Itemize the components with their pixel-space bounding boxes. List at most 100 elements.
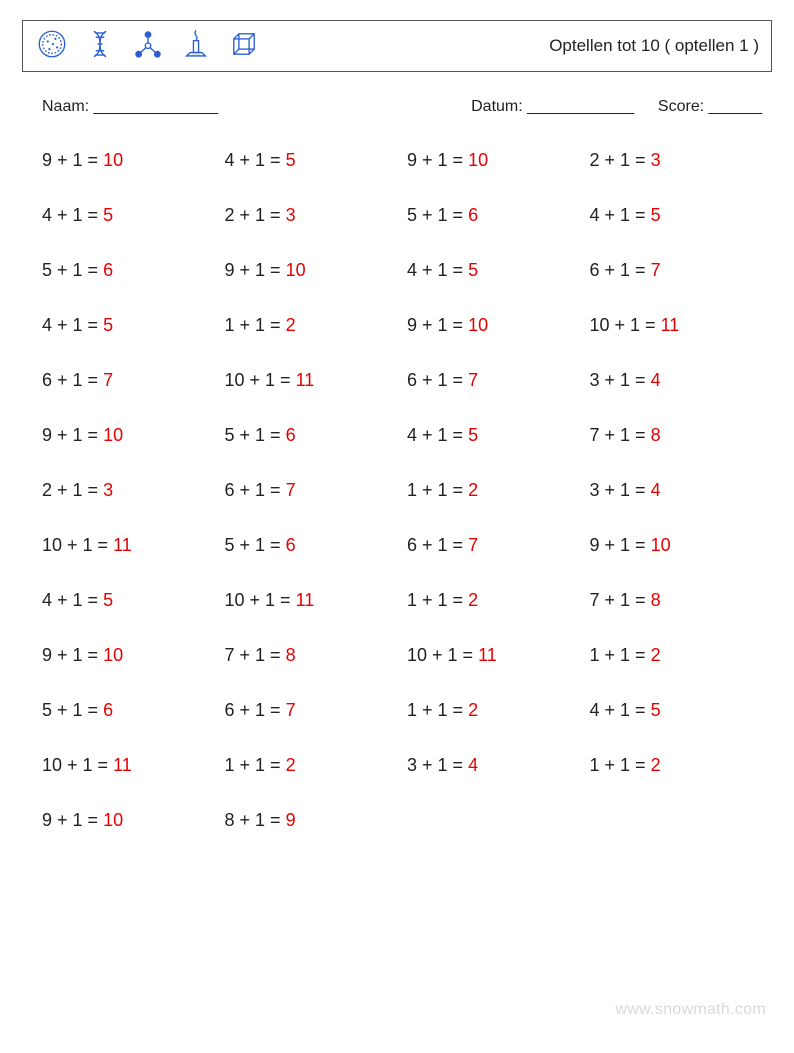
problem-expression: 5 + 1 = [42, 260, 103, 280]
problem-expression: 2 + 1 = [225, 205, 286, 225]
problem-answer: 5 [651, 205, 661, 225]
problem-answer: 3 [651, 150, 661, 170]
problem-answer: 5 [468, 425, 478, 445]
math-problem: 9 + 1 = 10 [42, 150, 215, 171]
problem-expression: 10 + 1 = [42, 535, 113, 555]
icon-strip [35, 27, 261, 66]
problem-expression: 1 + 1 = [225, 755, 286, 775]
problem-answer: 2 [286, 315, 296, 335]
problem-expression: 6 + 1 = [407, 535, 468, 555]
score-field-label: Score: ______ [658, 98, 762, 116]
problem-answer: 3 [286, 205, 296, 225]
math-problem: 3 + 1 = 4 [590, 480, 763, 501]
problem-expression: 5 + 1 = [225, 425, 286, 445]
math-problem: 5 + 1 = 6 [407, 205, 580, 226]
math-problem: 9 + 1 = 10 [407, 150, 580, 171]
math-problem: 9 + 1 = 10 [42, 425, 215, 446]
dna-helix-icon [83, 27, 117, 66]
problem-answer: 11 [113, 535, 132, 555]
math-problem: 10 + 1 = 11 [407, 645, 580, 666]
problem-answer: 2 [468, 590, 478, 610]
math-problem: 5 + 1 = 6 [225, 535, 398, 556]
problem-expression: 9 + 1 = [42, 645, 103, 665]
problem-expression: 7 + 1 = [225, 645, 286, 665]
problem-expression: 1 + 1 = [407, 590, 468, 610]
problem-expression: 1 + 1 = [590, 645, 651, 665]
math-problem: 10 + 1 = 11 [42, 755, 215, 776]
problem-answer: 11 [661, 315, 680, 335]
problem-expression: 4 + 1 = [407, 425, 468, 445]
problem-answer: 6 [103, 700, 113, 720]
problem-answer: 10 [468, 150, 488, 170]
problem-expression: 7 + 1 = [590, 425, 651, 445]
math-problem: 4 + 1 = 5 [42, 315, 215, 336]
problem-answer: 11 [478, 645, 497, 665]
math-problem: 5 + 1 = 6 [42, 700, 215, 721]
problem-answer: 8 [651, 590, 661, 610]
problem-expression: 9 + 1 = [42, 810, 103, 830]
problem-answer: 3 [103, 480, 113, 500]
math-problem: 1 + 1 = 2 [407, 590, 580, 611]
meta-line: Naam: ______________ Datum: ____________… [42, 98, 762, 116]
math-problem: 9 + 1 = 10 [225, 260, 398, 281]
math-problem: 1 + 1 = 2 [225, 315, 398, 336]
math-problem: 4 + 1 = 5 [42, 205, 215, 226]
problem-answer: 2 [286, 755, 296, 775]
math-problem: 4 + 1 = 5 [225, 150, 398, 171]
math-problem: 7 + 1 = 8 [225, 645, 398, 666]
problem-expression: 9 + 1 = [407, 150, 468, 170]
problem-expression: 6 + 1 = [225, 480, 286, 500]
problem-expression: 9 + 1 = [225, 260, 286, 280]
problem-expression: 4 + 1 = [42, 315, 103, 335]
problem-expression: 4 + 1 = [407, 260, 468, 280]
math-problem: 2 + 1 = 3 [590, 150, 763, 171]
problem-answer: 5 [103, 315, 113, 335]
problem-expression: 8 + 1 = [225, 810, 286, 830]
problem-answer: 10 [468, 315, 488, 335]
worksheet-title: Optellen tot 10 ( optellen 1 ) [549, 36, 759, 56]
problem-answer: 6 [468, 205, 478, 225]
math-problem: 9 + 1 = 10 [590, 535, 763, 556]
problem-expression: 10 + 1 = [225, 370, 296, 390]
problem-answer: 10 [651, 535, 671, 555]
math-problem: 2 + 1 = 3 [42, 480, 215, 501]
problem-answer: 5 [103, 205, 113, 225]
problem-answer: 7 [468, 535, 478, 555]
math-problem: 3 + 1 = 4 [407, 755, 580, 776]
math-problem: 6 + 1 = 7 [590, 260, 763, 281]
math-problem: 7 + 1 = 8 [590, 425, 763, 446]
problem-answer: 7 [286, 700, 296, 720]
math-problem: 10 + 1 = 11 [590, 315, 763, 336]
math-problem: 9 + 1 = 10 [42, 810, 215, 831]
problem-answer: 6 [286, 425, 296, 445]
math-problem [407, 810, 580, 831]
math-problem: 4 + 1 = 5 [407, 425, 580, 446]
math-problem: 7 + 1 = 8 [590, 590, 763, 611]
problem-expression: 3 + 1 = [590, 480, 651, 500]
math-problem: 6 + 1 = 7 [42, 370, 215, 391]
problem-expression: 10 + 1 = [42, 755, 113, 775]
problem-expression: 5 + 1 = [407, 205, 468, 225]
problem-answer: 4 [651, 480, 661, 500]
problem-expression: 9 + 1 = [407, 315, 468, 335]
problem-expression: 1 + 1 = [590, 755, 651, 775]
problem-expression: 5 + 1 = [42, 700, 103, 720]
math-problem: 1 + 1 = 2 [225, 755, 398, 776]
math-problem: 6 + 1 = 7 [225, 480, 398, 501]
problem-expression: 6 + 1 = [590, 260, 651, 280]
problem-expression: 7 + 1 = [590, 590, 651, 610]
problem-answer: 11 [296, 370, 315, 390]
problem-expression: 9 + 1 = [42, 150, 103, 170]
problem-answer: 9 [286, 810, 296, 830]
problem-answer: 6 [103, 260, 113, 280]
problem-answer: 7 [286, 480, 296, 500]
problem-expression: 2 + 1 = [590, 150, 651, 170]
problem-answer: 6 [286, 535, 296, 555]
problem-expression: 5 + 1 = [225, 535, 286, 555]
math-problem: 1 + 1 = 2 [407, 700, 580, 721]
problem-answer: 8 [651, 425, 661, 445]
header-box: Optellen tot 10 ( optellen 1 ) [22, 20, 772, 72]
math-problem: 3 + 1 = 4 [590, 370, 763, 391]
problem-answer: 2 [468, 700, 478, 720]
cube-wireframe-icon [227, 27, 261, 66]
